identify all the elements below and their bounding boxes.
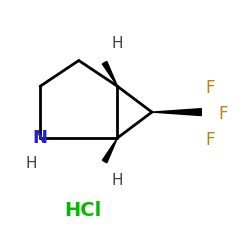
Polygon shape: [102, 138, 118, 163]
Polygon shape: [152, 109, 201, 116]
Text: H: H: [112, 36, 123, 51]
Text: H: H: [112, 174, 123, 188]
Text: N: N: [32, 129, 48, 147]
Text: H: H: [26, 156, 37, 171]
Text: F: F: [205, 80, 215, 98]
Text: F: F: [218, 105, 228, 123]
Text: HCl: HCl: [64, 202, 102, 220]
Text: F: F: [205, 131, 215, 149]
Polygon shape: [102, 62, 118, 86]
